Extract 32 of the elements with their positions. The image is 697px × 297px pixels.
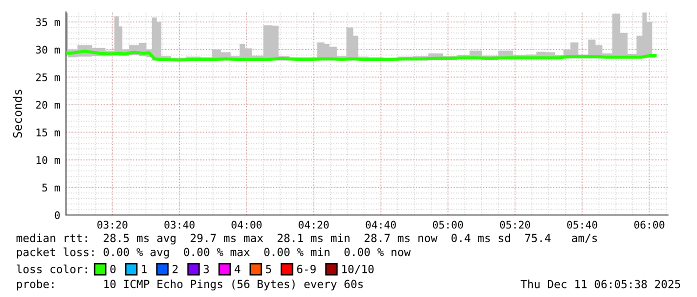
- x-tick-label: 06:00: [634, 220, 664, 229]
- line-series: [66, 50, 657, 62]
- legend-label: 10/10: [342, 264, 374, 274]
- x-tick-label: 04:00: [232, 220, 262, 229]
- x-tick-label: 03:40: [164, 220, 194, 229]
- y-tick-label: 20 m: [36, 100, 60, 109]
- text: Thu Dec 11 06:05:38 2025: [520, 280, 680, 288]
- y-tick-label: 25 m: [36, 73, 60, 82]
- text: probe: 10 ICMP Echo Pings (56 Bytes) every 60s: [17, 280, 363, 290]
- text: packet loss: 0.00 % avg 0.00 % max 0.00 % min 0.00 % now: [17, 248, 411, 258]
- legend-label: 4: [234, 264, 240, 274]
- x-tick-label: 05:20: [500, 220, 530, 229]
- legend-label: 2: [172, 264, 178, 274]
- x-tick-label: 04:40: [366, 220, 396, 229]
- legend-label: 1: [142, 264, 147, 274]
- legend-title: loss color:: [16, 264, 87, 274]
- x-tick-label: 04:20: [298, 220, 329, 229]
- y-tick-label: 35 m: [36, 18, 60, 26]
- legend-label: 0: [110, 264, 116, 274]
- x-tick-label: 03:20: [97, 220, 128, 229]
- y-tick-label: 15 m: [36, 128, 60, 136]
- x-tick-label: 05:00: [432, 220, 463, 229]
- y-tick-label: 0: [54, 211, 60, 220]
- legend-label: 6-9: [297, 264, 316, 274]
- y-tick-label: 30 m: [36, 46, 60, 54]
- legend-label: 3: [204, 264, 209, 274]
- legend-label: 5: [266, 264, 272, 274]
- y-tick-label: 10 m: [36, 156, 60, 164]
- y-axis-title: Seconds: [12, 90, 22, 138]
- x-tick-label: 05:40: [567, 220, 598, 229]
- y-tick-label: 5 m: [42, 184, 60, 192]
- text: median rtt: 28.5 ms avg 29.7 ms max 28.1 ms min 28.7 ms now 0.4 ms sd 75.4 am/s: [16, 234, 597, 244]
